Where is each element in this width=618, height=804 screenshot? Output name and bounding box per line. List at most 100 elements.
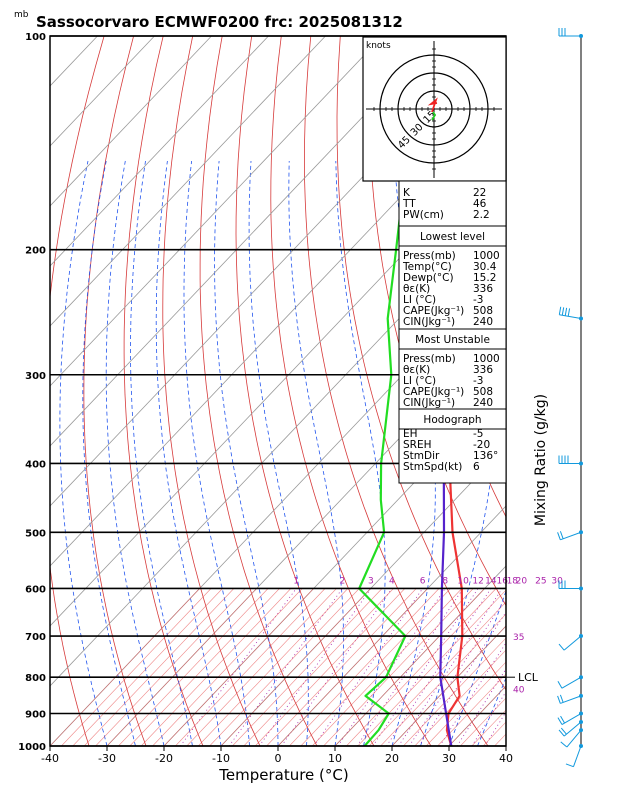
table-section-header: Most Unstable	[415, 334, 490, 346]
isotherm-warm	[198, 588, 348, 746]
pressure-tick-label: 700	[25, 632, 46, 643]
isotherm-warm	[346, 588, 496, 746]
mixing-ratio-label: 30	[551, 576, 563, 586]
isotherm-warm	[472, 588, 618, 746]
dry-adiabat	[488, 36, 618, 746]
x-tick-label: 20	[385, 752, 399, 765]
isotherm-warm	[449, 588, 599, 746]
isotherm-warm	[141, 588, 291, 746]
table-row-label: StmSpd(kt)	[403, 461, 462, 473]
wind-barb-flag	[558, 718, 562, 725]
wind-barb-flag	[560, 531, 563, 539]
wind-barb-flag	[562, 307, 563, 315]
table-row-value: 240	[473, 397, 493, 409]
isotherm-warm	[495, 588, 618, 746]
wind-barb-flag	[568, 308, 569, 316]
mixing-ratio-label: 35	[513, 633, 524, 643]
dry-adiabat	[236, 36, 374, 746]
isotherm-warm	[267, 588, 417, 746]
wind-barb-staff	[573, 746, 581, 767]
wind-barb-staff	[560, 696, 581, 704]
isotherm-warm	[164, 588, 314, 746]
dry-adiabat	[84, 36, 146, 746]
wind-barb-column	[558, 28, 583, 767]
moist-adiabat	[156, 161, 221, 746]
mixing-ratio-label: 14	[485, 576, 497, 586]
isotherm-warm	[50, 588, 200, 746]
isotherm-warm	[460, 588, 610, 746]
wind-barb-flag	[566, 764, 574, 767]
dry-adiabat	[163, 36, 260, 746]
wind-barb-flag	[559, 307, 560, 315]
mixing-ratio-label: 8	[442, 576, 448, 586]
wind-barb-staff	[564, 722, 581, 736]
moist-adiabat	[83, 161, 136, 746]
mixing-ratio-label: 12	[472, 576, 483, 586]
x-tick-label: 10	[328, 752, 342, 765]
isotherm-warm	[175, 588, 325, 746]
dry-adiabat	[42, 36, 104, 746]
moist-adiabat	[106, 161, 164, 746]
wind-barb-flag	[558, 681, 562, 688]
mixing-ratio-line	[485, 588, 583, 746]
x-tick-label: 30	[442, 752, 456, 765]
lcl-label: LCL	[518, 671, 539, 684]
wind-barb-flag	[560, 695, 563, 703]
table-row-value: 6	[473, 461, 480, 473]
mixing-ratio-line	[409, 588, 512, 746]
chart-title: Sassocorvaro ECMWF0200 frc: 2025081312	[36, 13, 403, 31]
dry-adiabat	[606, 36, 618, 746]
isotherm-warm	[381, 588, 531, 746]
x-tick-label: -10	[212, 752, 230, 765]
dry-adiabat	[577, 36, 618, 746]
pressure-tick-label: 900	[25, 710, 46, 721]
isotherm-warm	[483, 588, 618, 746]
moist-adiabat	[215, 161, 278, 746]
isotherm	[0, 36, 383, 746]
moist-adiabat	[506, 161, 618, 746]
lcl-marker: LCL	[506, 671, 539, 684]
table-section-header: Hodograph	[423, 414, 481, 426]
mixing-ratio-label: 2	[340, 576, 346, 586]
isotherm	[0, 36, 618, 746]
isotherm	[50, 36, 618, 746]
isotherm-warm	[392, 588, 542, 746]
isotherm-warm	[96, 588, 246, 746]
pressure-tick-label: 200	[25, 246, 46, 257]
isotherms-warm	[50, 588, 618, 746]
isotherm-warm	[61, 588, 211, 746]
isotherm-warm	[506, 588, 618, 746]
table-row-label: CIN(Jkg⁻¹)	[403, 316, 455, 328]
wind-barb-flag	[565, 308, 566, 316]
x-tick-label: -20	[155, 752, 173, 765]
mixing-ratio-label: 25	[535, 576, 546, 586]
x-axis-title: Temperature (°C)	[218, 766, 348, 784]
x-tick-label: -30	[98, 752, 116, 765]
moist-adiabat	[184, 161, 250, 746]
mixing-ratio-label: 6	[420, 576, 426, 586]
mixing-ratio-line	[440, 588, 541, 746]
table-row-label: PW(cm)	[403, 209, 444, 221]
mixing-ratio-label: 10	[457, 576, 469, 586]
moist-adiabat	[249, 161, 308, 746]
wind-barb-flag	[558, 532, 561, 540]
pressure-tick-label: 800	[25, 673, 46, 684]
isotherm-warm	[244, 588, 394, 746]
mixing-ratio-label: 3	[368, 576, 374, 586]
isotherm-warm	[221, 588, 371, 746]
mixing-ratio-axis-title: Mixing Ratio (g/kg)	[533, 394, 549, 526]
x-tick-label: -40	[41, 752, 59, 765]
mixing-ratio-label: 20	[516, 576, 528, 586]
isotherm-warm	[415, 588, 565, 746]
hodograph-unit-label: knots	[366, 41, 391, 51]
dry-adiabat	[124, 36, 203, 746]
pressure-tick-label: 100	[25, 32, 46, 43]
pressure-tick-label: 400	[25, 459, 46, 470]
x-tick-label: 40	[499, 752, 513, 765]
table-section-header: Lowest level	[420, 231, 485, 243]
mixing-ratio-label: 4	[389, 576, 395, 586]
isotherm-warm	[107, 588, 257, 746]
